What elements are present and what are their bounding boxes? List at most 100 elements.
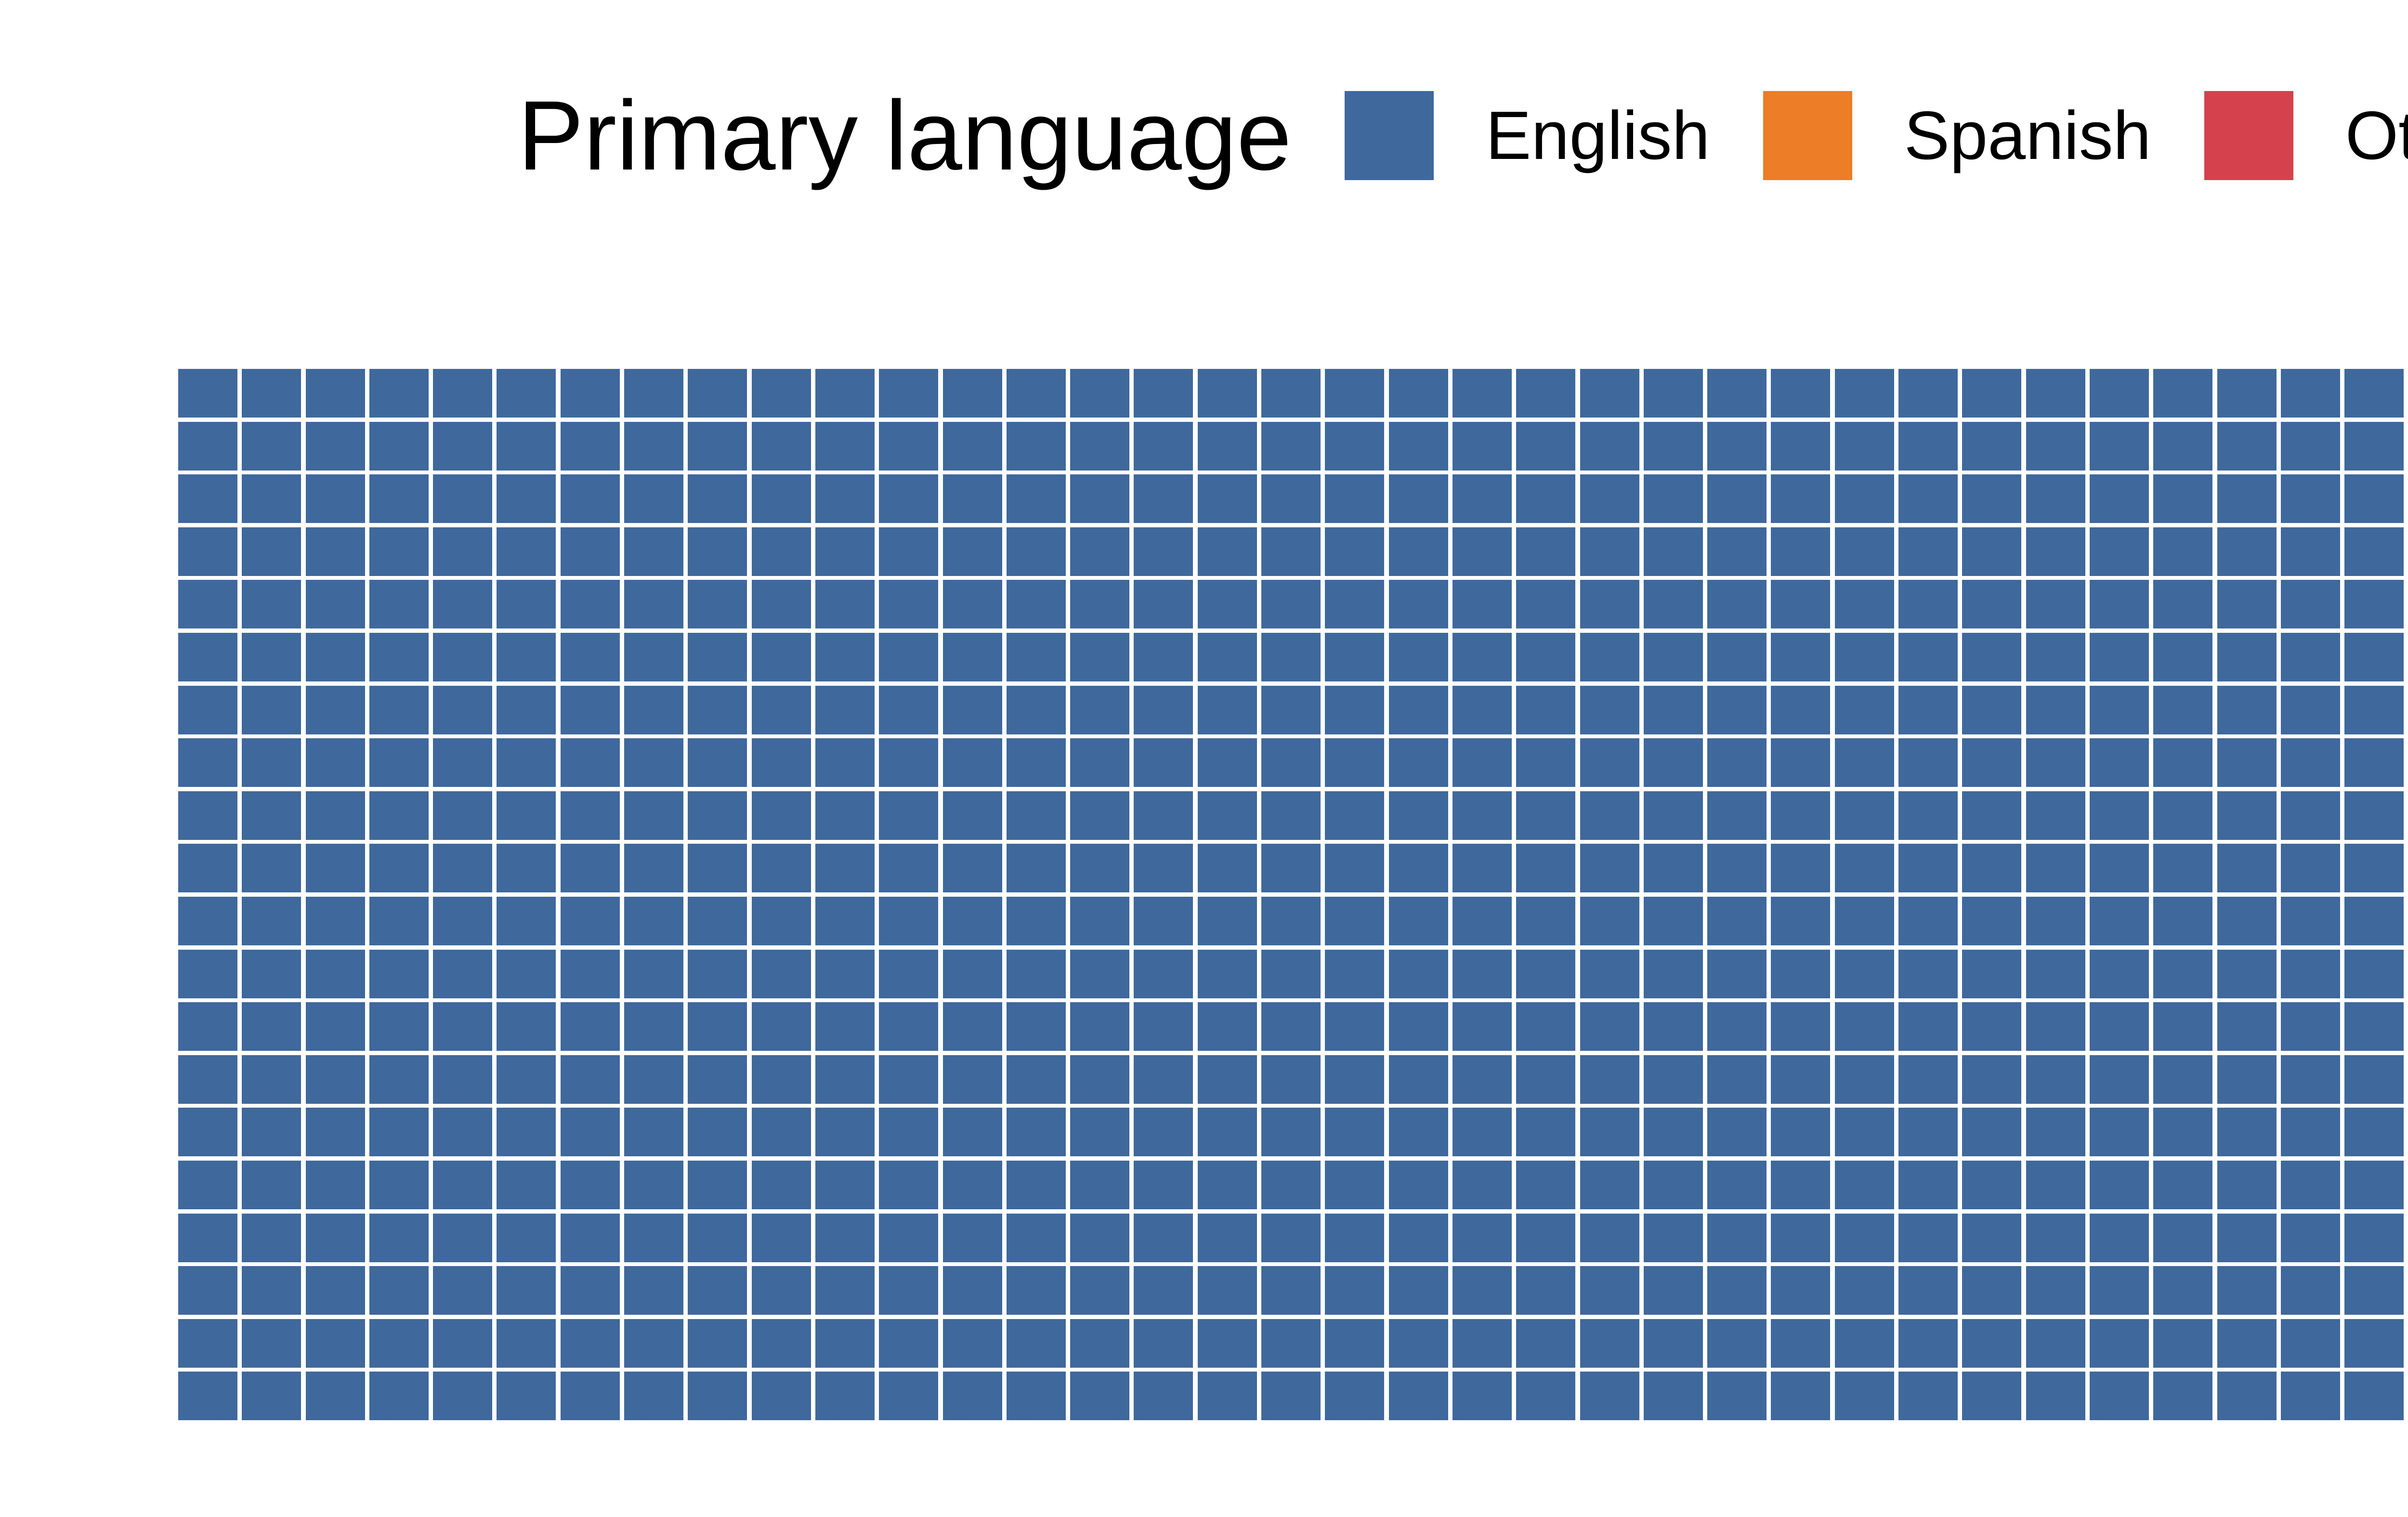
- waffle-cell: [688, 1213, 747, 1262]
- waffle-cell: [2344, 527, 2404, 576]
- waffle-cell: [815, 1266, 875, 1315]
- waffle-cell: [1707, 632, 1767, 681]
- waffle-cell: [497, 1108, 556, 1157]
- waffle-cell: [1643, 421, 1703, 471]
- waffle-cell: [1134, 1319, 1193, 1368]
- waffle-cell: [1325, 1372, 1385, 1421]
- waffle-cell: [688, 369, 747, 418]
- waffle-cell: [1771, 844, 1831, 893]
- waffle-cell: [178, 474, 237, 523]
- waffle-cell: [1006, 844, 1066, 893]
- waffle-cell: [433, 421, 493, 471]
- waffle-cell: [2153, 1372, 2213, 1421]
- waffle-cell: [1006, 474, 1066, 523]
- waffle-cell: [624, 1002, 684, 1051]
- waffle-cell: [1006, 1372, 1066, 1421]
- waffle-cell: [1452, 685, 1512, 734]
- waffle-cell: [1834, 474, 1894, 523]
- waffle-cell: [1325, 896, 1385, 945]
- legend-item-english: English: [1344, 91, 1710, 181]
- waffle-cell: [624, 685, 684, 734]
- waffle-cell: [2026, 1002, 2085, 1051]
- waffle-cell: [2217, 421, 2277, 471]
- waffle-cell: [2089, 844, 2149, 893]
- waffle-cell: [1070, 1055, 1130, 1104]
- waffle-cell: [2344, 949, 2404, 998]
- waffle-cell: [2026, 1160, 2085, 1209]
- waffle-cell: [879, 1055, 939, 1104]
- waffle-cell: [2217, 1213, 2277, 1262]
- waffle-cell: [1388, 791, 1448, 840]
- waffle-cell: [2217, 1372, 2277, 1421]
- waffle-cell: [2153, 1108, 2213, 1157]
- waffle-cell: [2344, 1266, 2404, 1315]
- waffle-cell: [1197, 1266, 1257, 1315]
- waffle-cell: [815, 1160, 875, 1209]
- waffle-cell: [2153, 1319, 2213, 1368]
- waffle-cell: [688, 949, 747, 998]
- waffle-cell: [1070, 685, 1130, 734]
- waffle-cell: [624, 1213, 684, 1262]
- waffle-cell: [1261, 1055, 1321, 1104]
- waffle-cell: [624, 580, 684, 629]
- waffle-cell: [1898, 1108, 1958, 1157]
- waffle-cell: [2280, 632, 2340, 681]
- waffle-cell: [2089, 1160, 2149, 1209]
- waffle-cell: [1325, 1055, 1385, 1104]
- waffle-cell: [2344, 738, 2404, 787]
- waffle-cell: [1197, 1160, 1257, 1209]
- waffle-cell: [1006, 791, 1066, 840]
- waffle-cell: [2153, 1002, 2213, 1051]
- waffle-cell: [369, 1266, 429, 1315]
- waffle-cell: [433, 1160, 493, 1209]
- waffle-cell: [2217, 527, 2277, 576]
- waffle-cell: [815, 1213, 875, 1262]
- waffle-cell: [2280, 791, 2340, 840]
- waffle-cell: [688, 1372, 747, 1421]
- waffle-cell: [879, 1372, 939, 1421]
- waffle-cell: [1197, 1213, 1257, 1262]
- waffle-cell: [1325, 1108, 1385, 1157]
- waffle-cell: [1516, 844, 1576, 893]
- waffle-cell: [879, 844, 939, 893]
- waffle-cell: [242, 1213, 301, 1262]
- waffle-cell: [1643, 632, 1703, 681]
- waffle-cell: [305, 685, 365, 734]
- waffle-cell: [2217, 1055, 2277, 1104]
- waffle-cell: [1006, 896, 1066, 945]
- waffle-cell: [178, 1213, 237, 1262]
- waffle-cell: [2026, 421, 2085, 471]
- waffle-cell: [1771, 1372, 1831, 1421]
- waffle-cell: [1771, 1002, 1831, 1051]
- waffle-cell: [305, 474, 365, 523]
- waffle-cell: [369, 844, 429, 893]
- waffle-cell: [305, 580, 365, 629]
- waffle-cell: [178, 1002, 237, 1051]
- waffle-cell: [1643, 1266, 1703, 1315]
- waffle-cell: [1070, 1002, 1130, 1051]
- waffle-cell: [624, 1372, 684, 1421]
- waffle-cell: [242, 1319, 301, 1368]
- waffle-cell: [1325, 369, 1385, 418]
- waffle-cell: [1834, 1319, 1894, 1368]
- waffle-cell: [1898, 791, 1958, 840]
- waffle-cell: [815, 1319, 875, 1368]
- waffle-cell: [560, 421, 620, 471]
- waffle-cell: [1261, 791, 1321, 840]
- waffle-cell: [1261, 685, 1321, 734]
- waffle-cell: [178, 1160, 237, 1209]
- waffle-cell: [497, 632, 556, 681]
- waffle-cell: [1197, 844, 1257, 893]
- waffle-cell: [688, 1055, 747, 1104]
- waffle-cell: [1452, 527, 1512, 576]
- waffle-cell: [2280, 421, 2340, 471]
- waffle-cell: [1834, 1266, 1894, 1315]
- waffle-cell: [497, 791, 556, 840]
- waffle-cell: [2153, 474, 2213, 523]
- waffle-cell: [1771, 1055, 1831, 1104]
- waffle-cell: [178, 632, 237, 681]
- waffle-cell: [1261, 844, 1321, 893]
- waffle-cell: [1070, 844, 1130, 893]
- waffle-cell: [560, 685, 620, 734]
- waffle-cell: [433, 474, 493, 523]
